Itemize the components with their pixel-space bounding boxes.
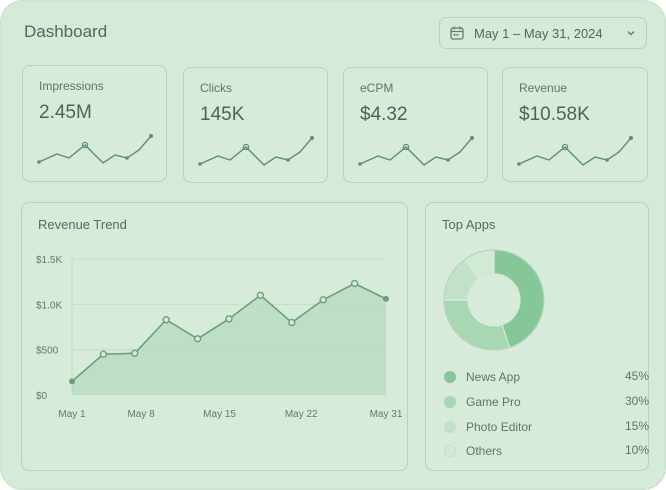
legend-item-others: Others 10% bbox=[444, 443, 649, 461]
revenue-area bbox=[72, 283, 386, 395]
legend-swatch bbox=[444, 421, 456, 433]
kpi-card-impressions[interactable]: Impressions 2.45M bbox=[22, 65, 167, 182]
y-tick-label: $1.0K bbox=[36, 300, 62, 311]
data-point bbox=[319, 296, 327, 304]
calendar-icon bbox=[450, 26, 464, 40]
data-point bbox=[99, 350, 108, 358]
kpi-label: Revenue bbox=[519, 81, 568, 95]
legend-pct: 30% bbox=[624, 394, 649, 408]
legend-swatch bbox=[444, 445, 456, 457]
date-range-picker[interactable]: May 1 – May 31, 2024 bbox=[439, 17, 647, 49]
x-tick-label: May 22 bbox=[285, 409, 318, 420]
legend-name: Others bbox=[466, 444, 503, 458]
legend-pct: 15% bbox=[624, 419, 649, 433]
kpi-card-revenue[interactable]: Revenue $10.58K bbox=[502, 67, 648, 182]
chevron-down-icon bbox=[627, 31, 635, 36]
donut-outline bbox=[443, 249, 545, 351]
date-range-label: May 1 – May 31, 2024 bbox=[474, 25, 603, 41]
top-apps-title: Top Apps bbox=[442, 217, 496, 232]
kpi-value: $4.32 bbox=[360, 104, 408, 125]
data-point bbox=[193, 335, 202, 343]
legend-name: News App bbox=[466, 370, 521, 384]
kpi-value: 2.45M bbox=[39, 102, 92, 123]
y-tick-label: $0 bbox=[36, 391, 48, 402]
revenue-trend-card: Revenue Trend $1.5K $1.0K $500 $0 May 1 May … bbox=[21, 202, 408, 471]
legend-name: Game Pro bbox=[466, 395, 521, 409]
y-tick-label: $1.5K bbox=[36, 255, 62, 266]
kpi-value: 145K bbox=[200, 104, 245, 125]
data-point bbox=[383, 295, 390, 302]
legend-item-game-pro: Game Pro 30% bbox=[444, 394, 649, 412]
top-apps-donut bbox=[443, 249, 545, 351]
x-tick-label: May 1 bbox=[58, 409, 86, 420]
kpi-label: eCPM bbox=[360, 81, 394, 95]
x-tick-label: May 15 bbox=[203, 409, 236, 420]
kpi-value: $10.58K bbox=[519, 104, 590, 125]
legend-name: Photo Editor bbox=[466, 420, 533, 434]
donut-slice-game-pro bbox=[443, 299, 511, 351]
revenue-trend-chart: $1.5K $1.0K $500 $0 May 1 May 8 May 15 May 22 M… bbox=[36, 255, 403, 420]
sparkline bbox=[37, 134, 153, 164]
legend-item-photo-editor: Photo Editor 15% bbox=[444, 419, 649, 437]
legend-item-news-app: News App 45% bbox=[444, 369, 649, 387]
data-point bbox=[131, 349, 139, 357]
kpi-card-clicks[interactable]: Clicks 145K bbox=[183, 67, 328, 183]
data-point bbox=[225, 315, 233, 323]
legend-swatch bbox=[444, 396, 456, 408]
legend-pct: 45% bbox=[624, 369, 649, 383]
legend-swatch bbox=[444, 371, 456, 383]
x-tick-label: May 31 bbox=[370, 409, 403, 420]
data-point bbox=[288, 318, 296, 327]
data-point bbox=[256, 291, 265, 299]
sparkline bbox=[198, 136, 314, 166]
kpi-label: Clicks bbox=[200, 81, 232, 95]
kpi-label: Impressions bbox=[39, 79, 104, 93]
data-point bbox=[69, 378, 76, 385]
legend-pct: 10% bbox=[624, 443, 649, 457]
top-apps-card: Top Apps News App 45% Game Pro 30% Photo… bbox=[425, 202, 649, 471]
sparkline bbox=[358, 136, 474, 166]
x-tick-label: May 8 bbox=[127, 409, 155, 420]
data-point bbox=[162, 316, 170, 324]
y-tick-label: $500 bbox=[36, 346, 59, 357]
data-point bbox=[350, 279, 359, 288]
revenue-trend-title: Revenue Trend bbox=[38, 217, 127, 232]
sparkline bbox=[517, 136, 633, 166]
kpi-card-ecpm[interactable]: eCPM $4.32 bbox=[343, 67, 488, 183]
page-title: Dashboard bbox=[24, 22, 108, 41]
